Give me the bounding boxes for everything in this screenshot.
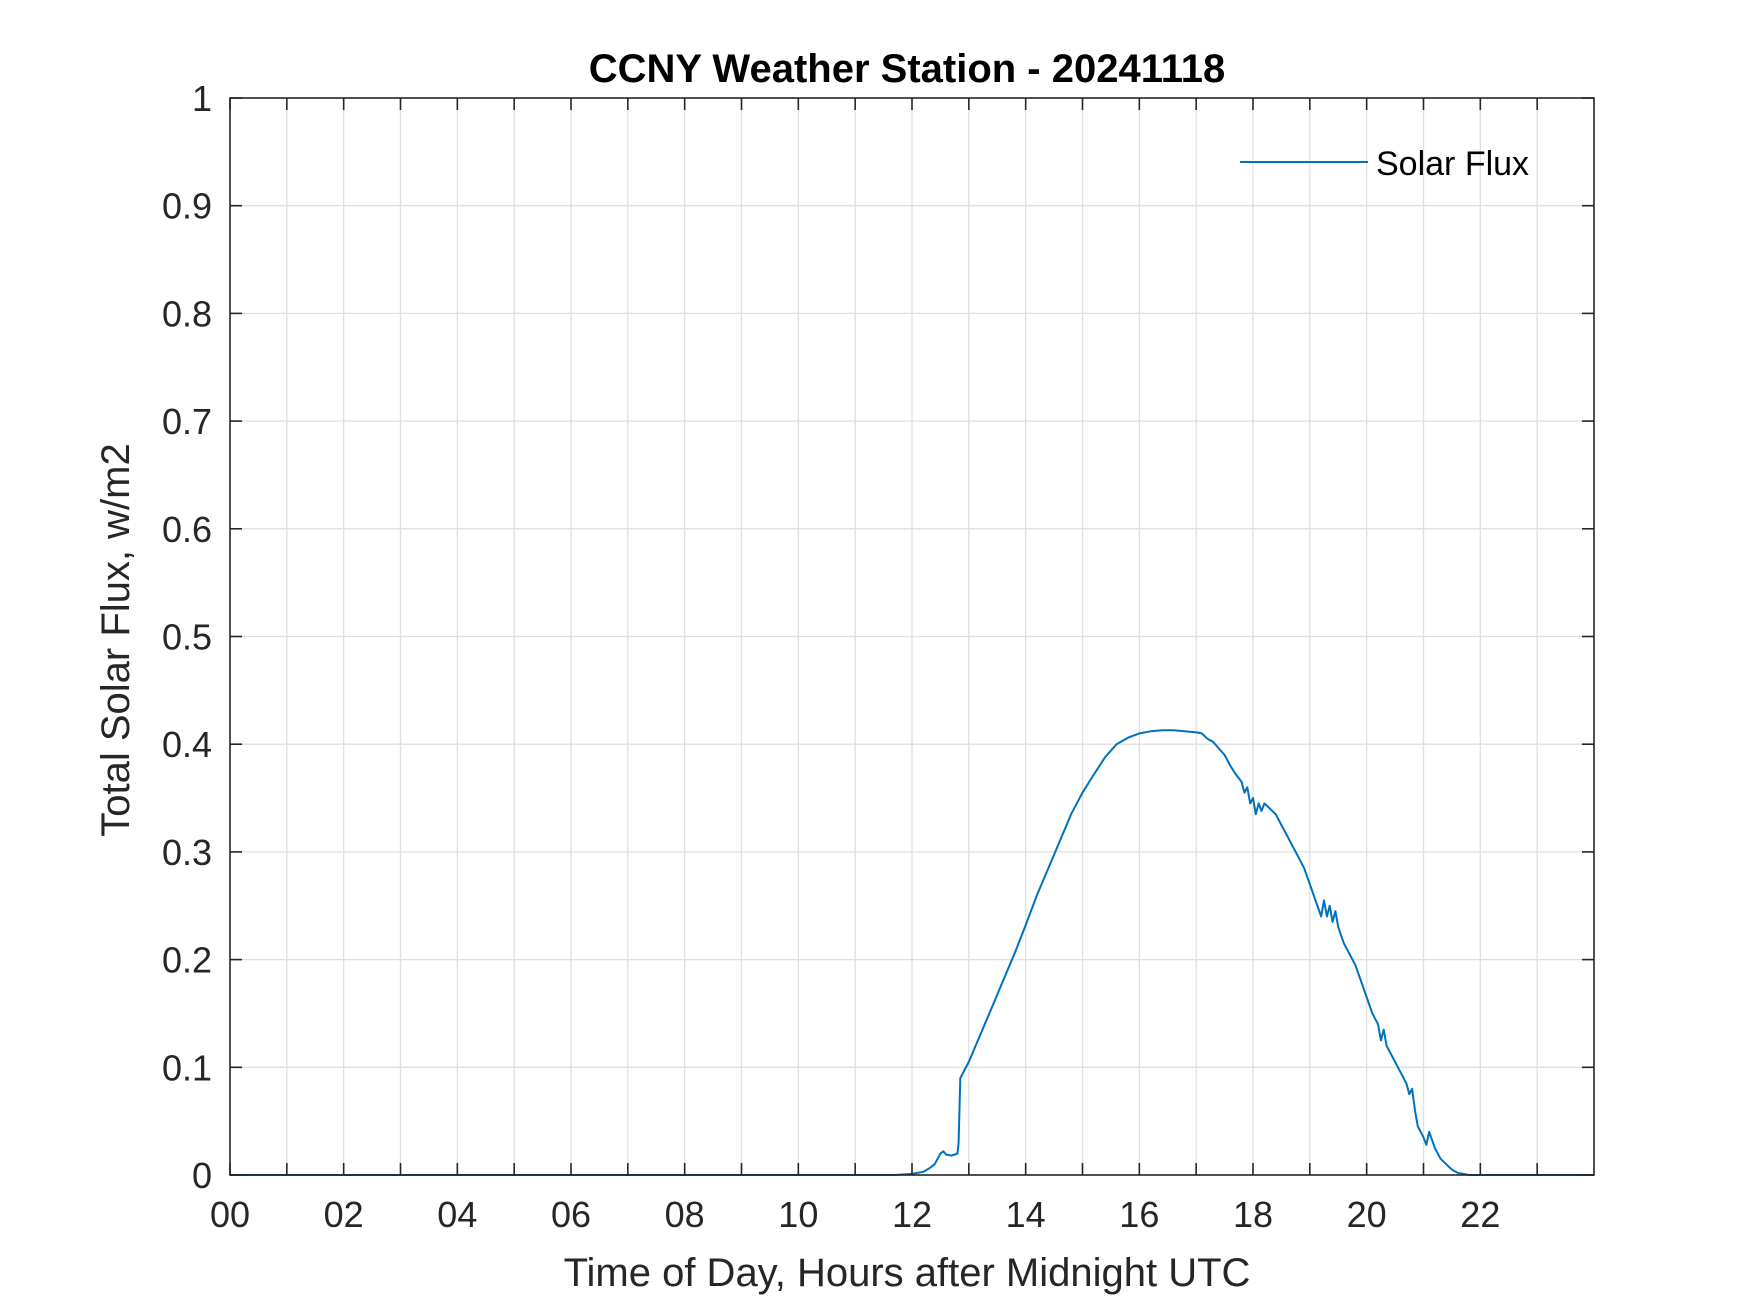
y-tick-label: 1 bbox=[192, 78, 212, 119]
y-tick-label: 0.4 bbox=[162, 724, 212, 765]
legend: Solar Flux bbox=[1240, 145, 1529, 183]
y-tick-label: 0.9 bbox=[162, 186, 212, 227]
x-tick-label: 06 bbox=[551, 1194, 591, 1235]
x-tick-label: 08 bbox=[665, 1194, 705, 1235]
x-tick-label: 20 bbox=[1347, 1194, 1387, 1235]
y-tick-label: 0.1 bbox=[162, 1047, 212, 1088]
x-tick-label: 18 bbox=[1233, 1194, 1273, 1235]
grid bbox=[230, 98, 1594, 1175]
x-tick-label: 10 bbox=[778, 1194, 818, 1235]
y-tick-label: 0.3 bbox=[162, 832, 212, 873]
x-tick-labels: 00 02 04 06 08 10 12 14 16 18 20 22 bbox=[210, 1194, 1500, 1235]
y-tick-label: 0 bbox=[192, 1155, 212, 1196]
y-tick-label: 0.5 bbox=[162, 617, 212, 658]
y-tick-label: 0.7 bbox=[162, 401, 212, 442]
y-tick-labels: 0 0.1 0.2 0.3 0.4 0.5 0.6 0.7 0.8 0.9 1 bbox=[162, 78, 212, 1196]
y-tick-label: 0.8 bbox=[162, 293, 212, 334]
x-axis-label: Time of Day, Hours after Midnight UTC bbox=[564, 1251, 1251, 1295]
x-tick-label: 12 bbox=[892, 1194, 932, 1235]
x-tick-label: 14 bbox=[1006, 1194, 1046, 1235]
y-axis-label: Total Solar Flux, w/m2 bbox=[94, 443, 138, 836]
legend-label-solar-flux: Solar Flux bbox=[1376, 145, 1529, 183]
x-tick-label: 00 bbox=[210, 1194, 250, 1235]
x-tick-label: 16 bbox=[1119, 1194, 1159, 1235]
y-tick-label: 0.2 bbox=[162, 940, 212, 981]
series-line-solar-flux bbox=[230, 729, 1594, 1176]
x-tick-label: 04 bbox=[437, 1194, 477, 1235]
x-tick-label: 02 bbox=[324, 1194, 364, 1235]
ticks bbox=[229, 97, 1594, 1176]
series-layer bbox=[230, 729, 1594, 1176]
chart-title: CCNY Weather Station - 20241118 bbox=[589, 47, 1226, 91]
x-tick-label: 22 bbox=[1460, 1194, 1500, 1235]
y-tick-label: 0.6 bbox=[162, 509, 212, 550]
